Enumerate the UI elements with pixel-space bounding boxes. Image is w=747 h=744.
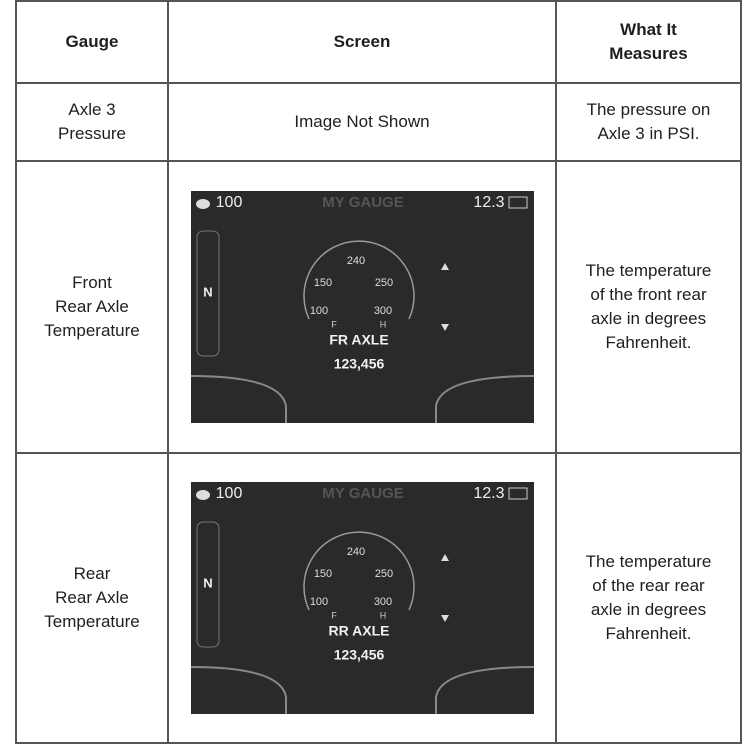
road-right bbox=[434, 666, 534, 714]
high-label: H bbox=[379, 319, 386, 329]
cell-line: Fahrenheit. bbox=[605, 333, 692, 352]
screen-bg bbox=[190, 191, 534, 423]
gear-indicator: N bbox=[203, 284, 212, 299]
scale-label: 100 bbox=[309, 305, 327, 317]
gear-indicator: N bbox=[203, 575, 212, 590]
gauge-cell: Axle 3 Pressure bbox=[15, 82, 169, 162]
cell-line: Fahrenheit. bbox=[605, 624, 692, 643]
scale-label: 100 bbox=[309, 596, 327, 608]
cell-line: Rear bbox=[73, 564, 111, 583]
gauge-screen: 100 MY GAUGE 12.3 N 240 150 250 100 300 F H FR AXLE… bbox=[190, 191, 534, 423]
table-row: Front Rear Axle Temperature 100 MY GAUGE 12.3… bbox=[15, 160, 742, 454]
gauge-reading: 123,456 bbox=[333, 356, 384, 372]
description-cell: The pressure on Axle 3 in PSI. bbox=[555, 82, 742, 162]
road-left bbox=[190, 375, 287, 423]
screen-bg bbox=[190, 482, 534, 714]
cell-line: axle in degrees bbox=[590, 600, 707, 619]
gauge-label: RR AXLE bbox=[328, 623, 389, 639]
cell-line: Axle 3 in PSI. bbox=[597, 124, 700, 143]
left-value: 100 bbox=[215, 194, 242, 211]
screen-title: MY GAUGE bbox=[322, 485, 403, 502]
screen-title: MY GAUGE bbox=[322, 194, 403, 211]
cell-line: Pressure bbox=[57, 124, 127, 143]
header-cell: Screen bbox=[167, 0, 557, 84]
table-row: Axle 3 Pressure Image Not Shown The pressur… bbox=[15, 82, 742, 162]
description-cell: The temperature of the rear rear axle in d… bbox=[555, 452, 742, 744]
road-left bbox=[190, 666, 287, 714]
screen-cell: 100 MY GAUGE 12.3 N 240 150 250 100 300 F H RR AXLE… bbox=[167, 452, 557, 744]
gear-box bbox=[196, 230, 219, 357]
cell-line: Rear Axle bbox=[55, 297, 129, 316]
gauge-cell: Rear Rear Axle Temperature bbox=[15, 452, 169, 744]
down-arrow bbox=[440, 615, 449, 622]
gauge-cell: Front Rear Axle Temperature bbox=[15, 160, 169, 454]
temp-icon bbox=[195, 490, 210, 500]
temp-icon bbox=[195, 199, 210, 209]
dial-arc bbox=[302, 240, 415, 320]
header-cell: What It Measures bbox=[555, 0, 742, 84]
dial-arc bbox=[302, 531, 415, 611]
cell-line: of the rear rear bbox=[592, 576, 705, 595]
cell-line: Rear Axle bbox=[55, 588, 129, 607]
scale-label: 240 bbox=[346, 546, 364, 558]
gear-box bbox=[196, 521, 219, 648]
left-value: 100 bbox=[215, 485, 242, 502]
cell-line: Measures bbox=[609, 44, 688, 63]
scale-label: 150 bbox=[313, 568, 331, 580]
right-value: 12.3 bbox=[473, 485, 504, 502]
cell-line: Screen bbox=[333, 32, 391, 51]
cell-line: The temperature bbox=[585, 552, 712, 571]
header-row: Gauge Screen What It Measures bbox=[15, 0, 742, 84]
scale-label: 150 bbox=[313, 277, 331, 289]
cell-line: of the front rear bbox=[590, 285, 707, 304]
cell-line: The pressure on bbox=[586, 100, 711, 119]
battery-icon bbox=[508, 487, 527, 500]
screen-cell: 100 MY GAUGE 12.3 N 240 150 250 100 300 F H FR AXLE… bbox=[167, 160, 557, 454]
scale-label: 250 bbox=[374, 277, 392, 289]
up-arrow bbox=[440, 263, 449, 270]
gauge-label: FR AXLE bbox=[329, 332, 388, 348]
header-cell: Gauge bbox=[15, 0, 169, 84]
scale-label: 300 bbox=[373, 596, 391, 608]
cell-line: The temperature bbox=[585, 261, 712, 280]
cell-line: Front bbox=[72, 273, 112, 292]
scale-label: 250 bbox=[374, 568, 392, 580]
table-row: Rear Rear Axle Temperature 100 MY GAUGE 12.3 N… bbox=[15, 452, 742, 744]
screen-text: Image Not Shown bbox=[294, 112, 430, 131]
scale-label: 240 bbox=[346, 255, 364, 267]
description-cell: The temperature of the front rear axle in … bbox=[555, 160, 742, 454]
gauge-screen: 100 MY GAUGE 12.3 N 240 150 250 100 300 F H RR AXLE… bbox=[190, 482, 534, 714]
up-arrow bbox=[440, 554, 449, 561]
high-label: H bbox=[379, 610, 386, 620]
gauge-table: Gauge Screen What It Measures Axle 3 Pressure… bbox=[15, 0, 742, 744]
scale-label: 300 bbox=[373, 305, 391, 317]
cell-line: Gauge bbox=[65, 32, 119, 51]
cell-line: What It bbox=[620, 20, 677, 39]
cell-line: Axle 3 bbox=[68, 100, 116, 119]
cell-line: Temperature bbox=[44, 321, 140, 340]
cell-line: Temperature bbox=[44, 612, 140, 631]
right-value: 12.3 bbox=[473, 194, 504, 211]
gauge-reading: 123,456 bbox=[333, 647, 384, 663]
low-label: F bbox=[331, 610, 337, 620]
battery-icon bbox=[508, 196, 527, 209]
screen-cell: Image Not Shown bbox=[167, 82, 557, 162]
road-right bbox=[434, 375, 534, 423]
down-arrow bbox=[440, 324, 449, 331]
low-label: F bbox=[331, 319, 337, 329]
cell-line: axle in degrees bbox=[590, 309, 707, 328]
